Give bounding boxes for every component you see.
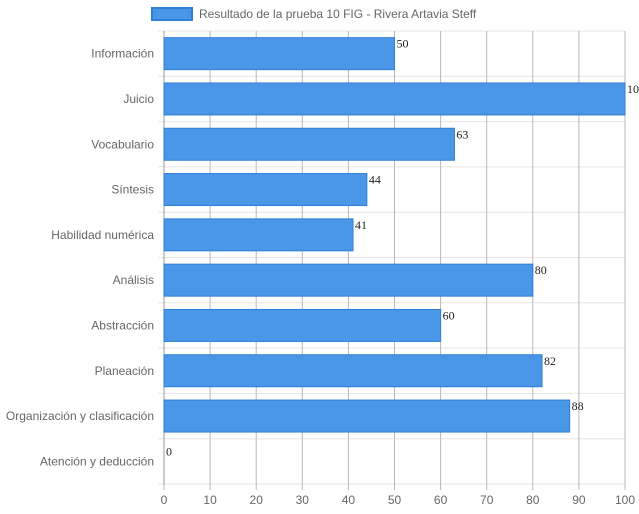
- x-tick-label: 10: [203, 493, 217, 507]
- bar[interactable]: [163, 399, 571, 433]
- category-label: Información: [91, 47, 154, 61]
- bar[interactable]: [163, 37, 395, 71]
- bar[interactable]: [163, 218, 354, 252]
- category-label: Juicio: [123, 92, 154, 106]
- x-tick-label: 70: [480, 493, 494, 507]
- category-label: Atención y deducción: [40, 454, 154, 468]
- bar[interactable]: [163, 82, 626, 116]
- data-label: 88: [572, 399, 584, 413]
- category-label: Planeación: [95, 364, 154, 378]
- x-tick-label: 40: [342, 493, 356, 507]
- x-tick-label: 90: [572, 493, 586, 507]
- data-label: 44: [369, 173, 381, 187]
- data-labels: 50 100 63 44 41 80 60 82 88 0: [166, 37, 639, 459]
- x-tick-label: 50: [388, 493, 402, 507]
- x-tick-label: 30: [296, 493, 310, 507]
- x-axis-tick-labels: 0 10 20 30 40 50 60 70 80 90 100: [161, 493, 636, 507]
- data-label: 80: [535, 263, 547, 277]
- bar[interactable]: [163, 127, 455, 161]
- category-label: Abstracción: [91, 318, 154, 332]
- bar[interactable]: [163, 354, 543, 388]
- x-tick-label: 20: [250, 493, 264, 507]
- legend-swatch[interactable]: [151, 7, 193, 21]
- data-label: 41: [355, 218, 367, 232]
- data-label: 50: [397, 37, 409, 51]
- data-label: 100: [627, 82, 639, 96]
- x-tick-label: 0: [161, 493, 168, 507]
- bar[interactable]: [163, 308, 442, 342]
- category-label: Habilidad numérica: [51, 228, 154, 242]
- legend[interactable]: Resultado de la prueba 10 FIG - Rivera A…: [151, 7, 477, 21]
- bar[interactable]: [163, 263, 534, 297]
- category-label: Organización y clasificación: [6, 409, 154, 423]
- x-tick-label: 60: [434, 493, 448, 507]
- data-label: 63: [456, 127, 468, 141]
- data-label: 0: [166, 444, 172, 458]
- category-label: Vocabulario: [91, 137, 154, 151]
- category-label: Síntesis: [111, 183, 154, 197]
- data-label: 82: [544, 354, 556, 368]
- data-label: 60: [443, 308, 455, 322]
- x-tick-label: 80: [526, 493, 540, 507]
- x-tick-label: 100: [615, 493, 635, 507]
- bar[interactable]: [163, 173, 368, 207]
- legend-label[interactable]: Resultado de la prueba 10 FIG - Rivera A…: [199, 7, 477, 21]
- category-labels: Información Juicio Vocabulario Síntesis Habi…: [6, 47, 154, 469]
- bars: [163, 37, 626, 433]
- category-label: Análisis: [113, 273, 154, 287]
